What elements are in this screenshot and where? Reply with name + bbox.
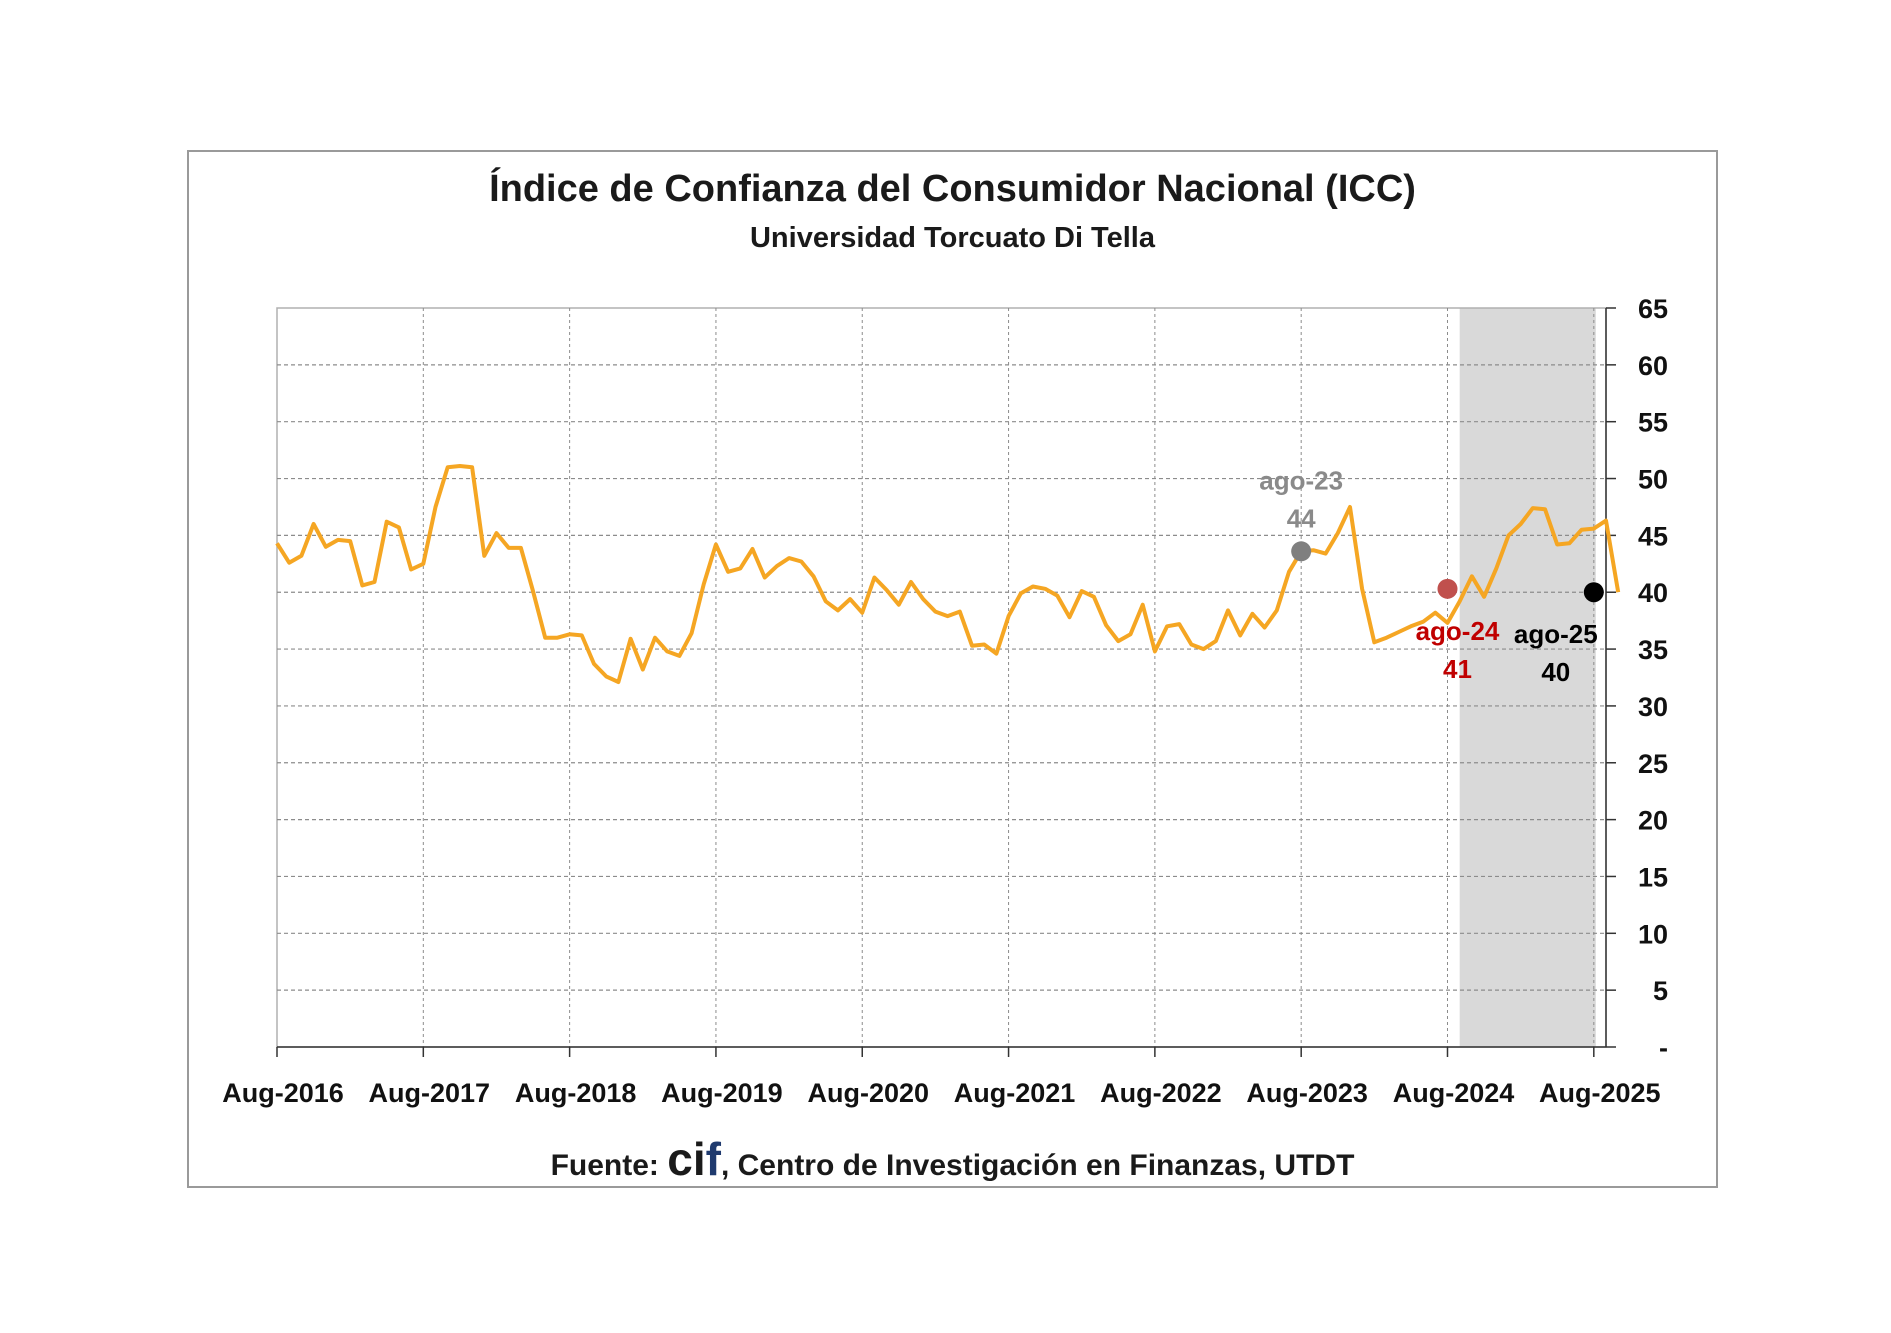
annotation-marker xyxy=(1437,578,1458,599)
x-tick-label: Aug-2019 xyxy=(661,1078,783,1108)
source-note: Fuente: cif, Centro de Investigación en … xyxy=(187,1132,1718,1186)
y-tick-label: 55 xyxy=(1638,408,1668,438)
annotation-marker xyxy=(1291,541,1312,562)
y-tick-label: 25 xyxy=(1638,749,1668,779)
chart-title: Índice de Confianza del Consumidor Nacio… xyxy=(489,168,1416,210)
annotation-value: 41 xyxy=(1443,654,1472,684)
source-prefix: Fuente: xyxy=(550,1149,668,1182)
annotation-label: ago-24 xyxy=(1416,616,1500,646)
y-tick-label: 50 xyxy=(1638,465,1668,495)
y-tick-label: 15 xyxy=(1638,862,1668,892)
x-tick-label: Aug-2021 xyxy=(954,1078,1076,1108)
y-tick-label: 30 xyxy=(1638,692,1668,722)
x-tick-label: Aug-2017 xyxy=(369,1078,491,1108)
chart-subtitle: Universidad Torcuato Di Tella xyxy=(749,222,1155,254)
x-tick-label: Aug-2023 xyxy=(1246,1078,1368,1108)
cif-logo: cif xyxy=(667,1133,721,1185)
y-tick-label: 5 xyxy=(1653,976,1668,1006)
cif-logo-ci: ci xyxy=(667,1133,706,1185)
series-line-icc xyxy=(275,464,1621,684)
x-tick-label: Aug-2020 xyxy=(807,1078,929,1108)
x-tick-label: Aug-2024 xyxy=(1393,1078,1515,1108)
annotation-label: ago-25 xyxy=(1514,619,1598,649)
annotation-value: 40 xyxy=(1541,657,1570,687)
source-suffix: , Centro de Investigación en Finanzas, U… xyxy=(720,1149,1355,1182)
x-tick-label: Aug-2018 xyxy=(515,1078,637,1108)
y-tick-label: 65 xyxy=(1638,294,1668,324)
x-tick-label: Aug-2016 xyxy=(222,1078,344,1108)
shaded-region xyxy=(1459,308,1596,1047)
plot-border xyxy=(276,307,1607,1048)
cif-logo-f: f xyxy=(705,1133,721,1185)
annotation-marker xyxy=(1583,582,1604,603)
y-tick-label: - xyxy=(1659,1033,1668,1063)
y-tick-label: 20 xyxy=(1638,806,1668,836)
x-tick-label: Aug-2025 xyxy=(1539,1078,1661,1108)
y-tick-label: 35 xyxy=(1638,635,1668,665)
y-tick-label: 10 xyxy=(1638,919,1668,949)
y-tick-label: 45 xyxy=(1638,521,1668,551)
y-tick-label: 60 xyxy=(1638,351,1668,381)
annotation-label: ago-23 xyxy=(1259,465,1343,495)
annotation-value: 44 xyxy=(1287,503,1316,533)
x-tick-label: Aug-2022 xyxy=(1100,1078,1222,1108)
y-tick-label: 40 xyxy=(1638,578,1668,608)
